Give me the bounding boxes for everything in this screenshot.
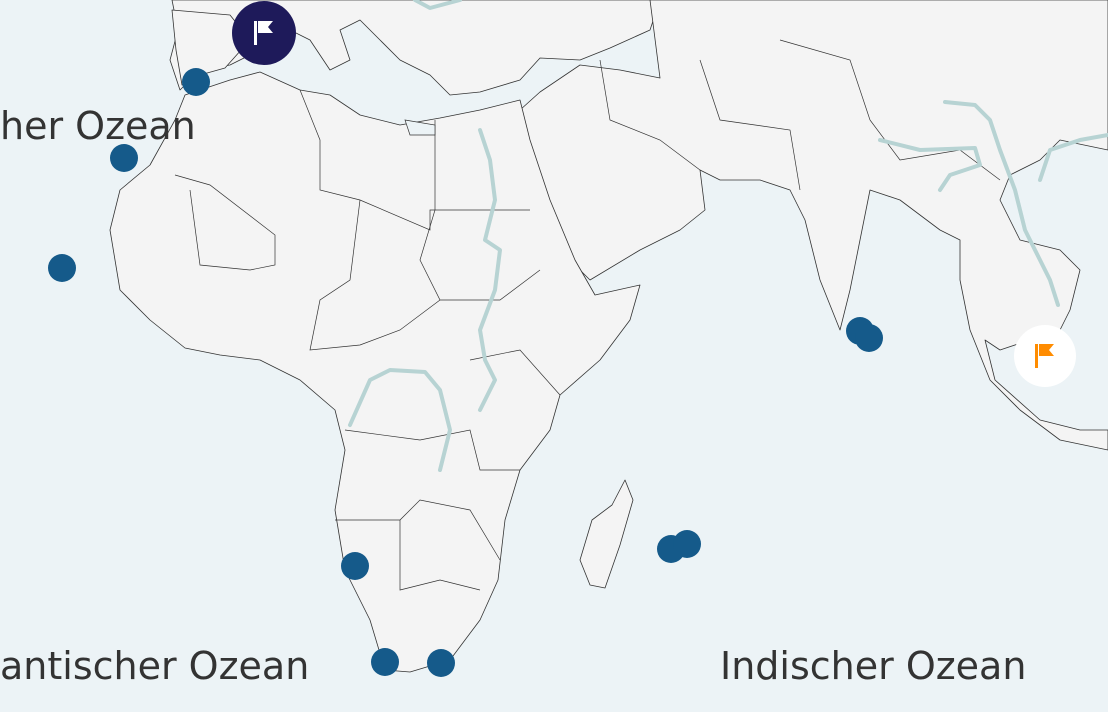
map-marker[interactable] xyxy=(673,530,701,558)
map-marker[interactable] xyxy=(427,649,455,677)
flag-icon xyxy=(254,21,273,45)
flag-marker-active[interactable] xyxy=(232,1,296,65)
land-asia xyxy=(519,0,1108,451)
ocean-label-indian: Indischer Ozean xyxy=(720,644,1027,688)
country-borders xyxy=(174,39,1001,591)
land-africa xyxy=(109,71,641,673)
ocean-label-north-atlantic: her Ozean xyxy=(0,104,196,148)
map-marker[interactable] xyxy=(855,324,883,352)
land-madagascar xyxy=(579,479,634,589)
rivers xyxy=(348,0,1108,472)
lake xyxy=(404,119,436,136)
map-marker[interactable] xyxy=(182,68,210,96)
ocean-label-south-atlantic: antischer Ozean xyxy=(0,644,310,688)
map-marker[interactable] xyxy=(341,552,369,580)
map-marker[interactable] xyxy=(371,648,399,676)
map-marker[interactable] xyxy=(48,254,76,282)
flag-icon xyxy=(1035,344,1054,368)
land-iberia xyxy=(171,9,251,86)
flag-marker-inactive[interactable] xyxy=(1014,325,1076,387)
map-marker[interactable] xyxy=(110,144,138,172)
